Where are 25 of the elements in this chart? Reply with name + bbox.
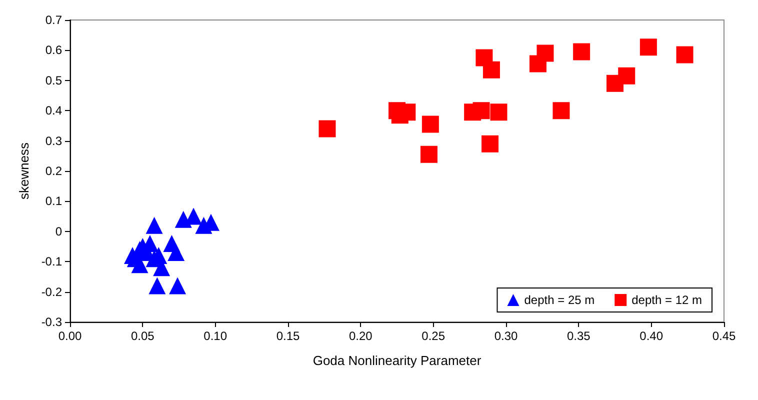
legend-label: depth = 12 m xyxy=(632,293,702,307)
y-tick-label: -0.3 xyxy=(41,315,62,329)
y-tick-label: 0.5 xyxy=(45,73,62,88)
x-tick-label: 0.45 xyxy=(712,329,736,343)
x-tick-label: 0.25 xyxy=(422,329,446,343)
y-tick-label: 0.3 xyxy=(45,134,62,148)
y-tick-label: -0.2 xyxy=(41,284,62,299)
x-tick-label: 0.30 xyxy=(494,329,518,343)
y-tick-label: 0.1 xyxy=(45,194,62,208)
y-tick-label: 0.7 xyxy=(45,13,62,27)
x-tick-label: 0.40 xyxy=(640,329,664,343)
y-tick-label: 0.6 xyxy=(45,43,62,58)
y-axis-title: skewness xyxy=(16,142,32,200)
legend-label: depth = 25 m xyxy=(524,293,595,307)
y-tick-label: 0 xyxy=(55,224,62,238)
x-tick-label: 0.05 xyxy=(130,329,155,343)
y-tick-label: -0.1 xyxy=(41,254,62,269)
x-tick-label: 0.15 xyxy=(276,329,300,343)
x-axis-title: Goda Nonlinearity Parameter xyxy=(312,353,482,368)
x-tick-label: 0.35 xyxy=(566,329,591,343)
x-tick-label: 0.10 xyxy=(204,329,228,343)
x-tick-label: 0.20 xyxy=(348,329,373,343)
y-tick-label: 0.2 xyxy=(45,164,62,178)
y-tick-label: 0.4 xyxy=(45,104,62,118)
x-tick-label: 0.00 xyxy=(58,329,82,343)
